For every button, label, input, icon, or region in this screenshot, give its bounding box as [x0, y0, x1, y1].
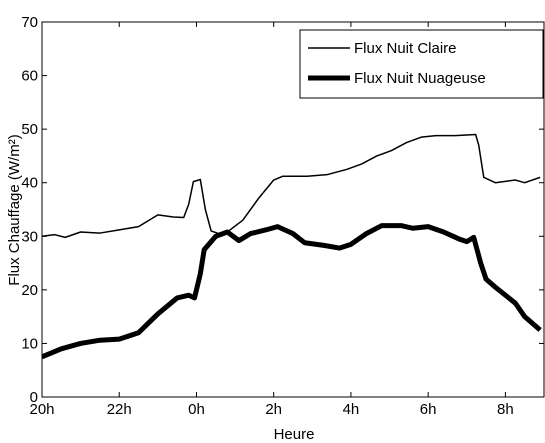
x-tick-label: 0h: [188, 401, 205, 418]
data-line: [42, 133, 541, 239]
x-tick-label: 2h: [265, 401, 282, 418]
x-tick-label: 6h: [420, 401, 437, 418]
x-axis-label: Heure: [274, 426, 315, 443]
y-tick-label: 70: [21, 14, 38, 31]
x-tick-label: 20h: [29, 401, 54, 418]
y-tick-label: 30: [21, 228, 38, 245]
y-tick-label: 10: [21, 335, 38, 352]
y-tick-label: 60: [21, 68, 38, 85]
y-tick-label: 50: [21, 121, 38, 138]
y-tick-label: 40: [21, 175, 38, 192]
x-tick-label: 22h: [107, 401, 132, 418]
y-tick-label: 20: [21, 282, 38, 299]
legend-label: Flux Nuit Claire: [354, 40, 457, 57]
y-tick-label: 0: [30, 389, 38, 406]
plot-frame: [41, 21, 545, 398]
data-line: [42, 223, 542, 360]
legend-label: Flux Nuit Nuageuse: [354, 70, 486, 87]
x-tick-label: 8h: [497, 401, 514, 418]
legend-box: [299, 29, 544, 99]
y-axis-label: Flux Chauffage (W/m²): [6, 134, 23, 285]
x-tick-label: 4h: [343, 401, 360, 418]
